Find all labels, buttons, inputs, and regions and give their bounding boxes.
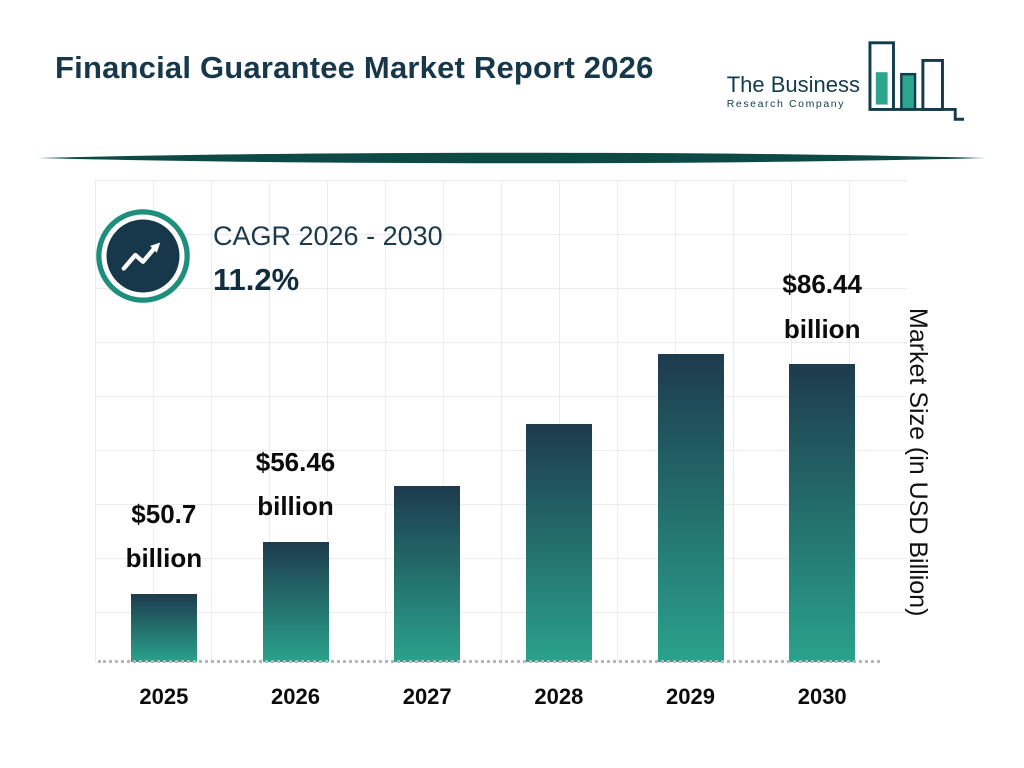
bar-column: $56.46 billion 2026 <box>230 262 362 709</box>
x-axis-tick-label: 2029 <box>666 684 715 709</box>
header-divider <box>0 150 1024 166</box>
bar-column: $86.44 billion 2030 <box>756 262 888 709</box>
bar <box>130 594 197 662</box>
y-axis-label: Market Size (in USD Billion) <box>904 307 932 617</box>
bar <box>262 542 329 662</box>
bar-column: 2028 <box>493 262 625 709</box>
chart-gridlines <box>95 180 907 662</box>
bar-chart-logo-icon <box>868 40 966 124</box>
x-axis-tick-label: 2025 <box>139 684 189 709</box>
x-axis-tick-label: 2026 <box>271 684 320 709</box>
bar-column: 2027 <box>361 262 493 709</box>
x-axis-tick-label: 2027 <box>402 684 452 709</box>
company-logo-text: The Business Research Company <box>727 73 860 124</box>
bar <box>525 424 592 662</box>
cagr-label: CAGR 2026 - 2030 <box>213 221 443 251</box>
cagr-texts: CAGR 2026 - 2030 11.2% <box>213 208 443 298</box>
x-axis-tick-label: 2030 <box>797 684 847 709</box>
cagr-value: 11.2% <box>213 262 300 298</box>
logo-subname: Research Company <box>726 98 846 110</box>
bar <box>394 486 461 662</box>
bar <box>789 364 856 662</box>
y-axis-label-wrap: Market Size (in USD Billion) <box>903 262 932 662</box>
cagr-badge: CAGR 2026 - 2030 11.2% <box>95 208 443 309</box>
bar-column: 2029 <box>625 262 757 709</box>
bar-value-label: $86.44 billion <box>782 269 862 344</box>
company-logo: The Business Research Company <box>727 40 966 124</box>
page-title: Financial Guarantee Market Report 2026 <box>55 50 654 85</box>
bar-value-label: $50.7 billion <box>125 498 203 574</box>
bar-plot: $50.7 billion 2025 $56.46 billion 2026 2027 202… <box>98 262 888 709</box>
bar-value-label: $56.46 billion <box>255 446 336 522</box>
logo-name: The Business <box>726 71 860 97</box>
x-axis-tick-label: 2028 <box>534 684 584 709</box>
trend-up-icon <box>95 208 191 309</box>
x-axis-baseline <box>98 660 880 663</box>
bar <box>657 354 724 662</box>
bar-column: $50.7 billion 2025 <box>98 262 230 709</box>
